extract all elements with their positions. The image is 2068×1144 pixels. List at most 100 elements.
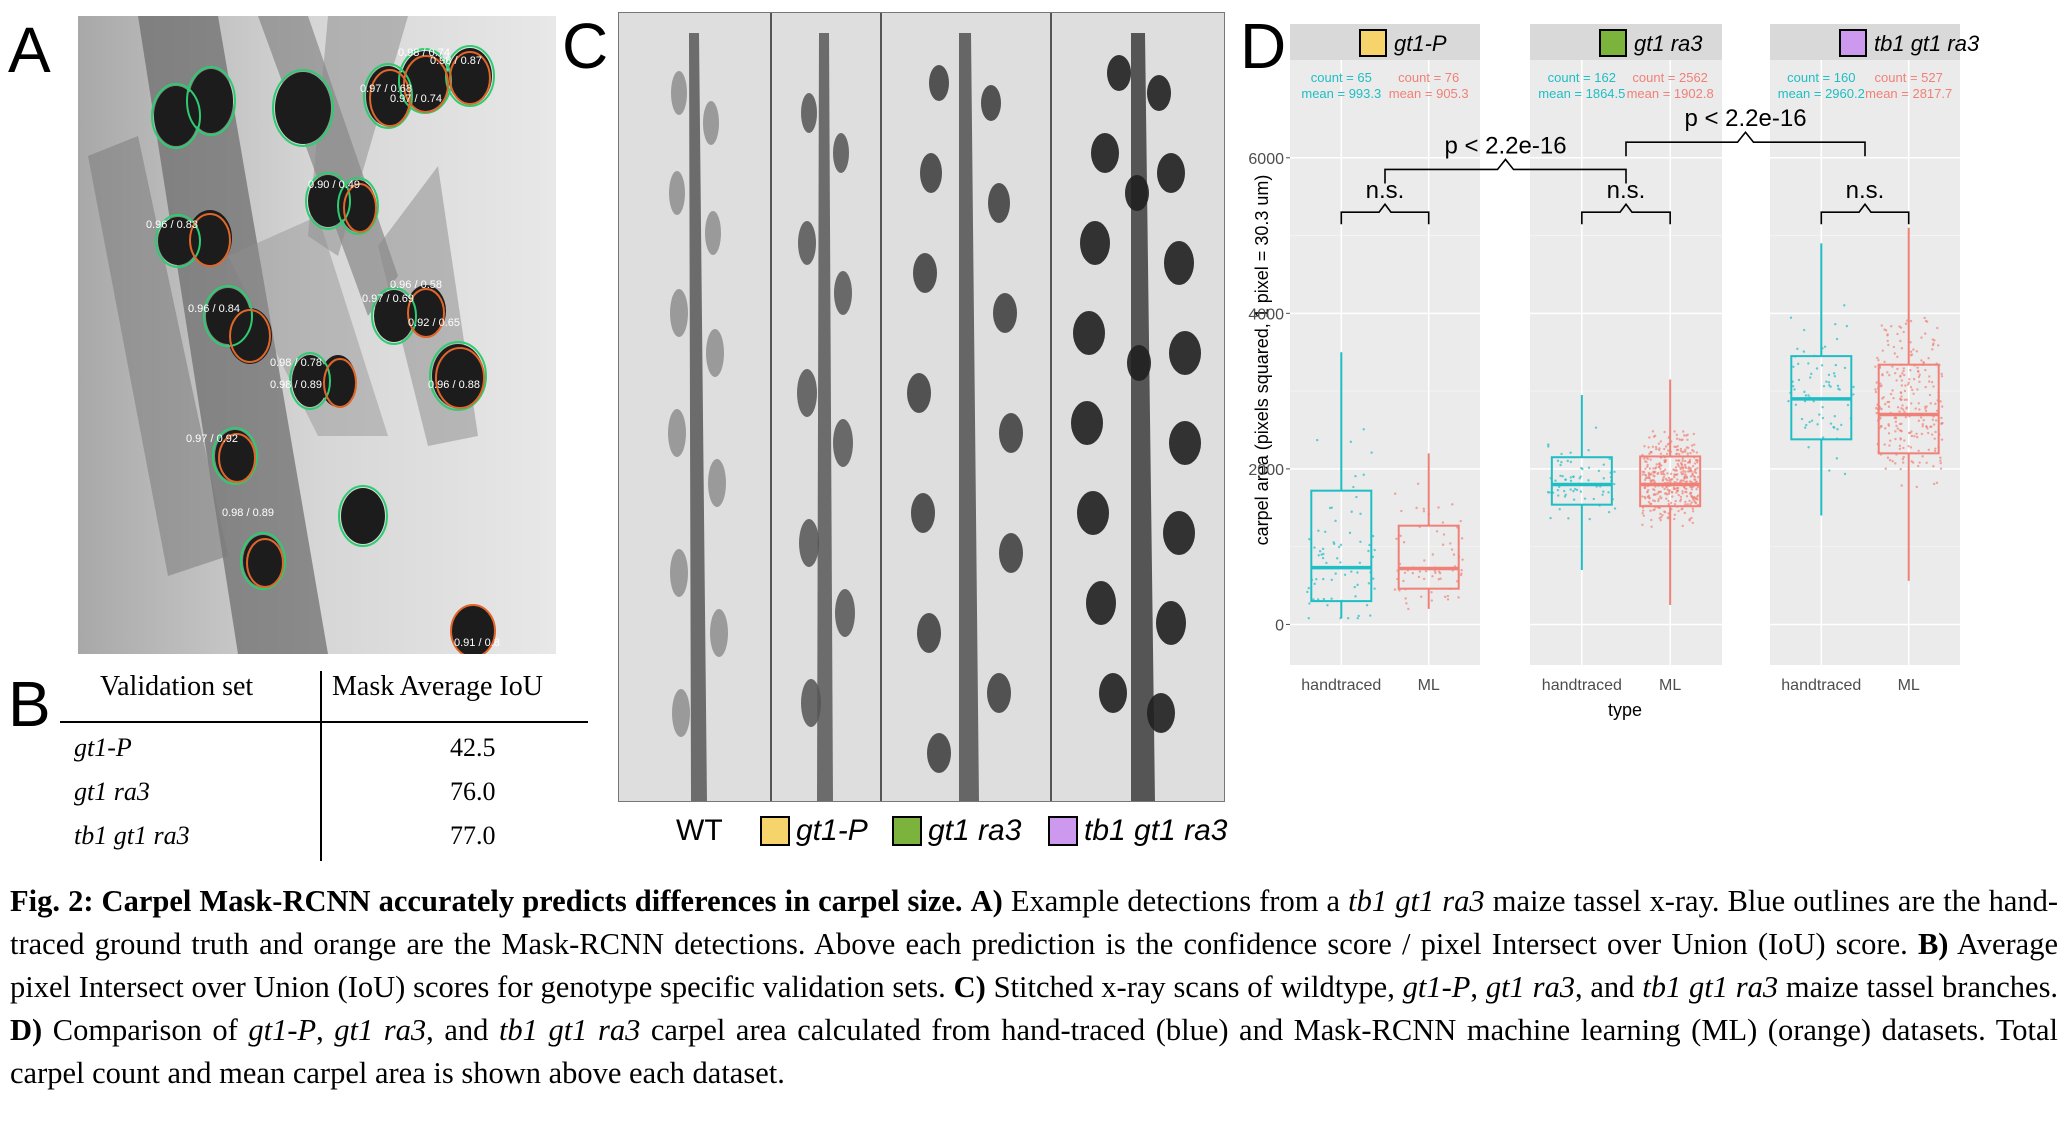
data-point xyxy=(1450,548,1454,551)
mean-label: mean = 2960.2 xyxy=(1778,86,1865,101)
data-point xyxy=(1678,438,1681,441)
data-point xyxy=(1398,589,1401,592)
table-header-rule xyxy=(60,721,588,723)
data-point xyxy=(1446,598,1450,601)
data-point xyxy=(1662,475,1666,479)
data-point xyxy=(1934,430,1937,434)
data-point xyxy=(1678,459,1681,462)
data-point xyxy=(1812,400,1815,403)
data-point xyxy=(1884,402,1887,406)
data-point xyxy=(1334,519,1337,523)
data-point xyxy=(1317,529,1320,532)
caption-c-text: Stitched x-ray scans of wildtype, xyxy=(993,970,1395,1004)
data-point xyxy=(1924,368,1927,372)
box xyxy=(1639,455,1702,508)
data-point xyxy=(1898,410,1901,413)
caption-d-genotype: tb1 gt1 ra3 xyxy=(498,1013,641,1047)
table-row-set: gt1-P xyxy=(74,733,132,762)
data-point xyxy=(1935,409,1939,413)
data-point xyxy=(1900,422,1903,426)
data-point xyxy=(1879,385,1882,388)
data-point xyxy=(1420,595,1423,598)
data-point xyxy=(1602,463,1605,466)
data-point xyxy=(1359,512,1362,516)
data-point xyxy=(1431,553,1435,556)
data-point xyxy=(1907,381,1910,384)
data-point xyxy=(1877,359,1880,362)
caption-c-genotype: tb1 gt1 ra3 xyxy=(1642,970,1779,1004)
data-point xyxy=(1647,500,1651,504)
data-point xyxy=(1896,355,1899,359)
caption-c-genotype: gt1 ra3 xyxy=(1485,970,1575,1004)
data-point xyxy=(1679,498,1683,501)
data-point xyxy=(1934,419,1938,422)
detection-score-label: 0.98 / 0.87 xyxy=(430,55,482,67)
data-point xyxy=(1922,361,1926,364)
data-point xyxy=(1592,497,1595,501)
data-point xyxy=(1925,320,1929,323)
data-point xyxy=(1643,445,1646,448)
data-point xyxy=(1365,604,1369,607)
facet-swatch xyxy=(1359,29,1387,57)
data-point xyxy=(1446,594,1450,598)
data-point xyxy=(1422,507,1426,511)
data-point xyxy=(1673,503,1677,506)
data-point xyxy=(1663,430,1666,434)
data-point xyxy=(1696,494,1700,497)
detection-score-label: 0.96 / 0.84 xyxy=(188,303,240,315)
data-point xyxy=(1692,474,1695,478)
p-value-label: p < 2.2e-16 xyxy=(1444,132,1566,159)
panel-label-c: C xyxy=(562,10,609,82)
data-point xyxy=(1369,614,1372,617)
data-point xyxy=(1563,495,1567,498)
data-point xyxy=(1693,462,1697,465)
data-point xyxy=(1796,362,1800,366)
data-point xyxy=(1900,391,1903,395)
facet-panel xyxy=(1290,60,1480,665)
data-point xyxy=(1690,488,1694,491)
data-point xyxy=(1642,514,1646,517)
data-point xyxy=(1836,384,1840,388)
data-point xyxy=(1317,554,1320,557)
data-point xyxy=(1921,425,1924,428)
data-point xyxy=(1917,449,1920,453)
data-point xyxy=(1889,392,1893,396)
data-point xyxy=(1434,571,1437,575)
data-point xyxy=(1914,407,1917,410)
data-point xyxy=(1683,434,1686,437)
data-point xyxy=(1681,459,1684,463)
detection-score-label: 0.96 / 0.83 xyxy=(146,219,198,231)
mean-label: mean = 1864.5 xyxy=(1538,86,1625,101)
data-point xyxy=(1903,439,1906,442)
data-point xyxy=(1930,425,1933,428)
data-point xyxy=(1661,478,1665,481)
data-point xyxy=(1833,414,1836,418)
data-point xyxy=(1685,476,1689,479)
data-point xyxy=(1901,404,1904,407)
data-point xyxy=(1372,577,1375,580)
data-point xyxy=(1352,485,1355,489)
data-point xyxy=(1892,345,1896,349)
data-point xyxy=(1900,384,1904,387)
data-point xyxy=(1911,388,1914,392)
data-point xyxy=(1935,481,1939,485)
data-point xyxy=(1928,393,1932,397)
data-point xyxy=(1321,547,1325,551)
data-point xyxy=(1664,492,1668,495)
data-point xyxy=(1791,384,1795,388)
carpel-area-boxplot: carpel area (pixels squared, 1 pixel = 3… xyxy=(1240,10,2060,880)
data-point xyxy=(1646,457,1649,461)
significance-bracket xyxy=(1820,202,1910,225)
x-tick-label: ML xyxy=(1418,677,1440,694)
data-point xyxy=(1588,517,1591,521)
data-point xyxy=(1896,427,1899,430)
data-point xyxy=(1367,582,1371,585)
data-point xyxy=(1843,304,1846,307)
data-point xyxy=(1642,457,1646,460)
iou-table: Validation set Mask Average IoU gt1-P 42… xyxy=(60,665,600,861)
data-point xyxy=(1686,452,1689,455)
data-point xyxy=(1918,461,1921,464)
detection-score-label: 0.97 / 0.68 xyxy=(360,83,412,95)
data-point xyxy=(1411,571,1415,575)
data-point xyxy=(1667,499,1670,503)
